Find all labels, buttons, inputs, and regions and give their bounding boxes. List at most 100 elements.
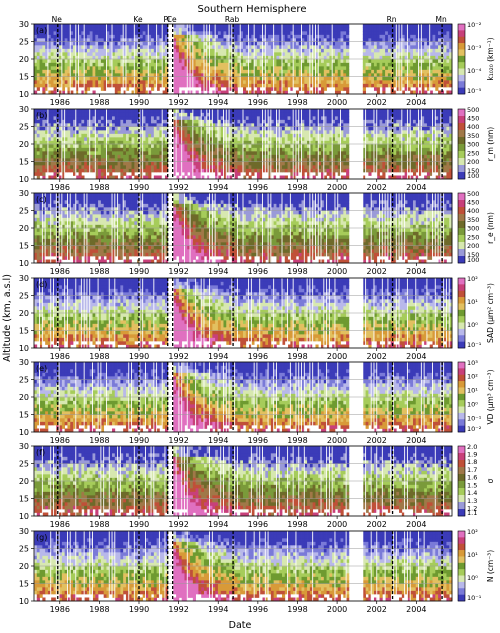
heatmap-cell	[151, 59, 155, 63]
heatmap-cell	[162, 130, 166, 134]
heatmap-cell	[192, 109, 196, 113]
heatmap-cell	[137, 31, 141, 35]
heatmap-cell	[187, 126, 191, 131]
heatmap-cell	[56, 172, 60, 176]
heatmap-cell	[75, 52, 79, 56]
heatmap-cell	[440, 66, 444, 70]
heatmap-cell	[73, 55, 77, 60]
heatmap-cell	[92, 62, 96, 67]
heatmap-cell	[248, 116, 252, 120]
heatmap-cell	[75, 24, 79, 28]
heatmap-cell	[421, 34, 425, 39]
heatmap-cell	[301, 130, 305, 134]
heatmap-cell	[418, 90, 422, 95]
heatmap-cell	[176, 76, 180, 81]
heatmap-cell	[187, 66, 191, 70]
heatmap-cell	[312, 137, 316, 141]
heatmap-cell	[346, 130, 350, 134]
heatmap-cell	[187, 31, 191, 35]
heatmap-cell	[151, 83, 155, 88]
heatmap-cell	[234, 109, 238, 113]
heatmap-cell	[262, 76, 266, 81]
heatmap-cell	[209, 76, 213, 81]
heatmap-cell	[98, 73, 102, 77]
heatmap-cell	[362, 73, 366, 77]
heatmap-cell	[109, 45, 113, 49]
heatmap-cell	[438, 24, 442, 28]
heatmap-cell	[36, 59, 40, 63]
heatmap-cell	[245, 52, 249, 56]
heatmap-cell	[192, 45, 196, 49]
heatmap-cell	[125, 52, 130, 56]
heatmap-cell	[340, 165, 344, 169]
heatmap-cell	[201, 62, 205, 67]
heatmap-cell	[318, 80, 322, 84]
heatmap-cell	[287, 112, 291, 117]
heatmap-cell	[365, 45, 369, 49]
heatmap-cell	[131, 34, 135, 39]
heatmap-cell	[256, 119, 261, 124]
heatmap-cell	[145, 137, 149, 141]
heatmap-cell	[270, 144, 275, 148]
heatmap-cell	[114, 27, 118, 32]
heatmap-cell	[98, 41, 102, 46]
heatmap-cell	[340, 126, 344, 131]
heatmap-cell	[421, 83, 425, 88]
heatmap-cell	[209, 41, 213, 46]
heatmap-cell	[393, 80, 397, 84]
heatmap-cell	[426, 59, 431, 63]
heatmap-cell	[187, 161, 191, 166]
heatmap-cell	[181, 161, 185, 166]
heatmap-cell	[181, 151, 185, 155]
heatmap-cell	[368, 48, 372, 53]
heatmap-cell	[309, 109, 314, 113]
heatmap-cell	[440, 52, 444, 56]
heatmap-cell	[145, 38, 149, 42]
heatmap-cell	[36, 165, 40, 169]
heatmap-cell	[237, 168, 241, 173]
heatmap-cell	[109, 144, 113, 148]
heatmap-cell	[251, 52, 255, 56]
heatmap-cell	[120, 69, 124, 74]
heatmap-cell	[156, 109, 160, 113]
heatmap-cell	[443, 27, 447, 32]
heatmap-cell	[293, 83, 297, 88]
heatmap-cell	[368, 27, 372, 32]
heatmap-cell	[304, 144, 308, 148]
heatmap-cell	[426, 34, 431, 39]
heatmap-cell	[151, 52, 155, 56]
heatmap-cell	[256, 73, 261, 77]
heatmap-cell	[254, 151, 258, 155]
heatmap-cell	[164, 59, 169, 63]
heatmap-cell	[346, 154, 350, 159]
heatmap-cell	[203, 45, 208, 49]
heatmap-cell	[50, 133, 54, 138]
heatmap-cell	[50, 137, 54, 141]
heatmap-cell	[50, 112, 54, 117]
heatmap-cell	[67, 87, 71, 91]
heatmap-cell	[56, 31, 60, 35]
heatmap-cell	[379, 76, 383, 81]
heatmap-cell	[373, 69, 378, 74]
heatmap-cell	[346, 133, 350, 138]
heatmap-cell	[301, 52, 305, 56]
heatmap-cell	[156, 119, 160, 124]
heatmap-cell	[318, 109, 322, 113]
heatmap-cell	[178, 48, 183, 53]
heatmap-cell	[412, 31, 417, 35]
heatmap-cell	[371, 62, 375, 67]
heatmap-cell	[226, 80, 230, 84]
heatmap-cell	[371, 27, 375, 32]
heatmap-cell	[145, 76, 149, 81]
heatmap-cell	[36, 24, 40, 28]
heatmap-cell	[284, 66, 288, 70]
heatmap-cell	[415, 48, 419, 53]
heatmap-cell	[53, 168, 57, 173]
heatmap-cell	[346, 48, 350, 53]
heatmap-cell	[343, 144, 347, 148]
heatmap-cell	[259, 83, 263, 88]
heatmap-cell	[36, 116, 40, 120]
heatmap-cell	[134, 133, 138, 138]
heatmap-cell	[84, 90, 88, 95]
heatmap-cell	[36, 140, 40, 145]
